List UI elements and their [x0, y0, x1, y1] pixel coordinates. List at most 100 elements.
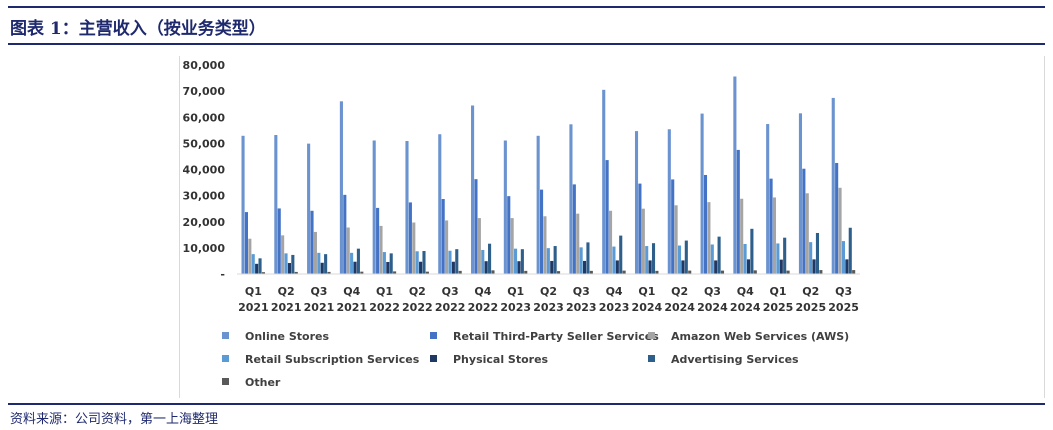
bar — [419, 261, 423, 274]
bar — [382, 252, 386, 274]
bar — [520, 249, 524, 274]
bar-group — [438, 134, 462, 274]
bar — [717, 236, 721, 274]
y-tick-label: 80,000 — [183, 59, 226, 72]
bar — [576, 213, 580, 274]
legend-swatch — [222, 332, 229, 339]
bar — [376, 207, 380, 274]
bar-group — [503, 140, 528, 274]
bar — [838, 187, 842, 274]
x-tick-label-quarter: Q3 — [310, 285, 327, 298]
bar — [619, 235, 623, 274]
legend-swatch — [648, 355, 655, 362]
bar — [746, 259, 751, 274]
bar — [579, 247, 583, 274]
bar — [471, 105, 475, 275]
bar — [310, 210, 314, 274]
bar — [510, 218, 514, 274]
legend-label: Physical Stores — [453, 353, 549, 366]
bar — [798, 113, 803, 274]
bar — [412, 222, 416, 274]
bar — [634, 131, 639, 274]
bar-group — [536, 135, 561, 274]
legend-label: Online Stores — [245, 330, 329, 343]
bar-group — [700, 113, 725, 274]
legend-swatch — [430, 355, 437, 362]
bar — [524, 270, 528, 274]
x-tick-label-year: 2023 — [533, 301, 564, 314]
bar — [389, 253, 393, 274]
bar — [700, 113, 704, 274]
bar — [248, 238, 252, 274]
bar-group — [831, 97, 856, 274]
bar — [645, 246, 649, 274]
bar — [589, 270, 593, 274]
bar — [655, 270, 659, 274]
bar — [720, 270, 725, 274]
figure-title: 图表 1：主营收入（按业务类型） — [10, 19, 266, 39]
x-tick-label-quarter: Q4 — [737, 285, 754, 298]
bar — [638, 183, 642, 274]
bar — [445, 220, 449, 274]
source-note: 资料来源：公司资料，第一上海整理 — [10, 412, 219, 427]
legend-item: Advertising Services — [648, 353, 799, 366]
legend-label: Retail Subscription Services — [245, 353, 420, 366]
bar — [651, 243, 656, 274]
bar — [812, 259, 816, 274]
bar — [684, 240, 688, 274]
bar — [284, 253, 288, 274]
x-tick-label-quarter: Q1 — [376, 285, 393, 298]
bar — [350, 252, 354, 274]
bar — [815, 232, 820, 274]
x-tick-label-year: 2024 — [730, 301, 761, 314]
bar — [291, 254, 295, 274]
bar-group — [602, 89, 626, 274]
bar — [776, 243, 780, 274]
y-axis: - 10,000 20,000 30,000 40,000 50,000 60,000 70,… — [183, 59, 226, 281]
bar — [503, 140, 507, 274]
bar — [766, 124, 770, 274]
bar — [743, 243, 747, 274]
x-tick-label-year: 2024 — [697, 301, 728, 314]
x-tick-label-quarter: Q3 — [704, 285, 721, 298]
bar-group — [405, 141, 429, 274]
bar — [484, 261, 488, 274]
bar — [313, 231, 317, 274]
x-tick-label-year: 2023 — [566, 301, 597, 314]
bar — [360, 271, 364, 274]
chart-frame-left — [179, 56, 180, 398]
title-rule — [8, 43, 1045, 45]
x-tick-label-year: 2022 — [435, 301, 466, 314]
x-tick-label-year: 2022 — [468, 301, 499, 314]
bar — [772, 197, 777, 274]
bar — [481, 249, 485, 274]
x-tick-label-year: 2022 — [402, 301, 433, 314]
x-tick-label-quarter: Q3 — [442, 285, 459, 298]
bar — [422, 251, 426, 274]
y-tick-label: 30,000 — [183, 190, 226, 203]
bar — [393, 271, 397, 274]
y-tick-label: 70,000 — [183, 85, 226, 98]
bar — [320, 262, 324, 274]
x-tick-label-year: 2021 — [304, 301, 335, 314]
bar — [488, 243, 492, 274]
bar — [677, 245, 682, 274]
bar — [438, 134, 442, 274]
legend-item: Online Stores — [222, 330, 329, 343]
bar — [455, 249, 459, 274]
bar — [845, 259, 849, 274]
bar — [605, 160, 609, 274]
bar — [317, 252, 321, 274]
bar — [688, 270, 692, 274]
bar-group — [471, 105, 495, 275]
bar — [244, 212, 248, 274]
legend-label: Other — [245, 376, 281, 389]
bar — [241, 135, 245, 274]
bar — [258, 258, 262, 274]
bar-group — [766, 124, 790, 274]
bar — [540, 189, 544, 274]
bar — [831, 97, 835, 274]
bar — [474, 179, 478, 274]
bar — [343, 194, 347, 274]
bar — [848, 227, 852, 274]
